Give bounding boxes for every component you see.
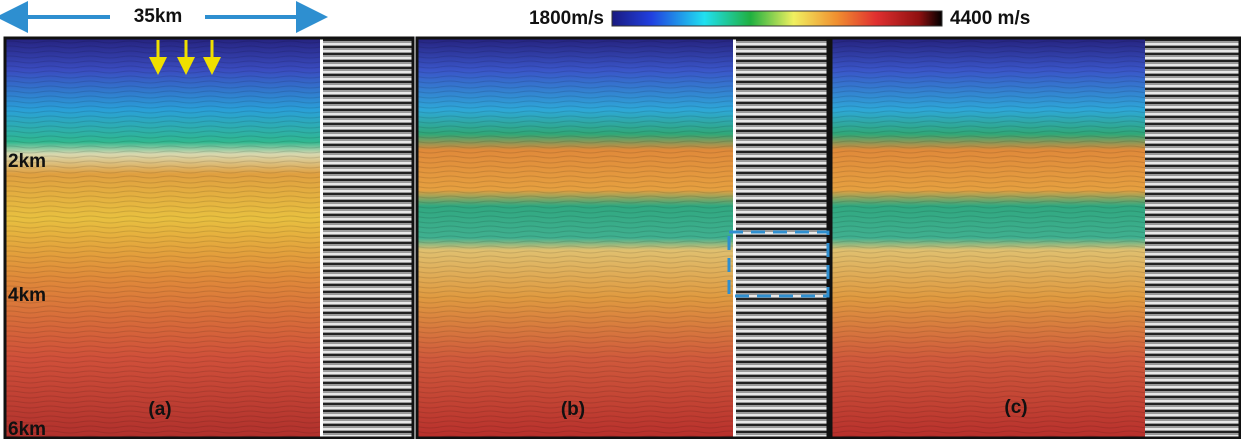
panel-a bbox=[5, 38, 413, 438]
colorbar bbox=[612, 11, 942, 26]
depth-label: 4km bbox=[8, 285, 46, 306]
panel-c bbox=[831, 38, 1240, 438]
figure: 35km 1800m/s 4400 m/s 2km 4km 6km (a) (b… bbox=[0, 0, 1241, 439]
panel-label: (b) bbox=[561, 399, 585, 420]
panel-label: (a) bbox=[148, 399, 171, 420]
panel-label: (c) bbox=[1004, 397, 1027, 418]
colorbar-min: 1800m/s bbox=[529, 8, 604, 29]
depth-label: 6km bbox=[8, 419, 46, 439]
colorbar-max: 4400 m/s bbox=[950, 8, 1030, 29]
depth-label: 2km bbox=[8, 151, 46, 172]
panel-b bbox=[417, 38, 828, 438]
scale-label: 35km bbox=[134, 6, 183, 27]
